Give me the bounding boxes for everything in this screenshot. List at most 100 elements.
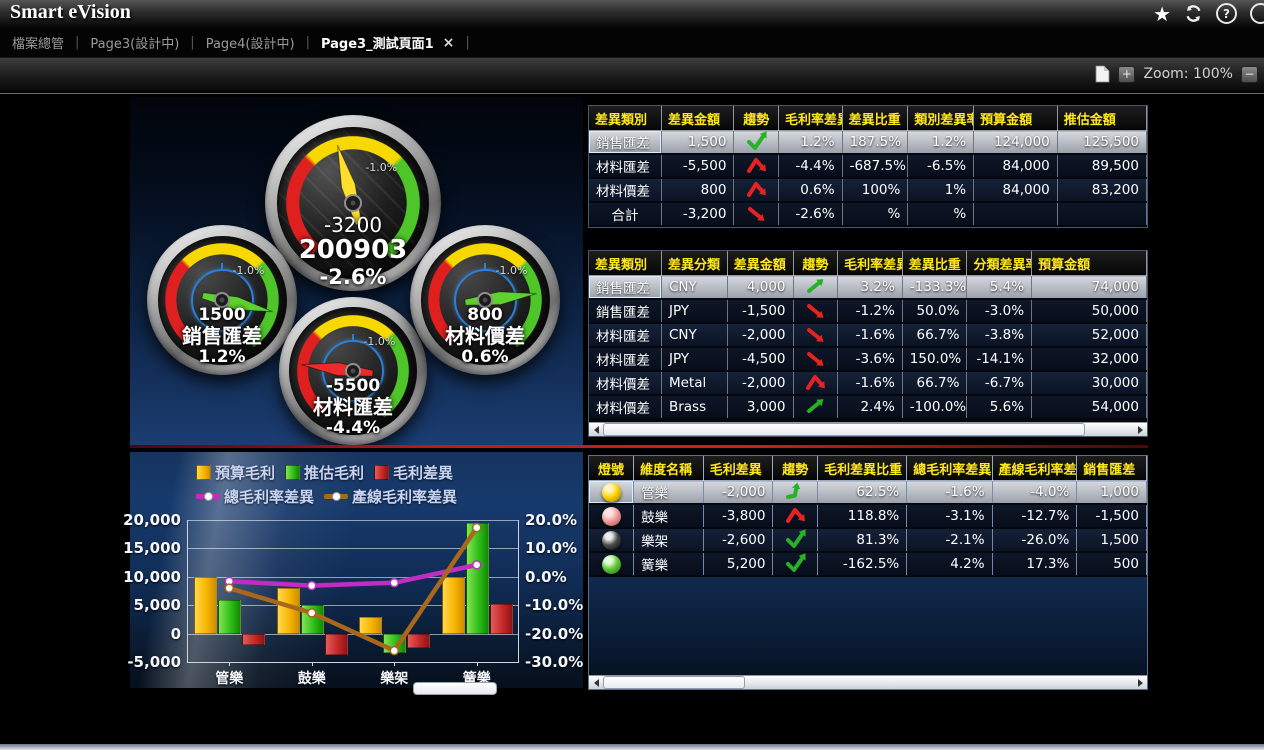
tab-4[interactable]: Page3_測試頁面1 xyxy=(320,37,434,52)
column-header[interactable]: 預算金額 xyxy=(1031,251,1147,276)
value-cell: 124,000 xyxy=(973,130,1058,155)
legend-line-marker xyxy=(196,492,220,501)
column-header[interactable]: 差異類別 xyxy=(589,106,662,131)
dimension-table: 燈號 維度名稱 毛利差異 趨勢 毛利差異比重 總毛利率差異 產線毛利率差! 銷售匯差 管樂 -2,… xyxy=(589,456,1147,577)
detail-table-hscrollbar[interactable] xyxy=(589,422,1147,436)
value-cell: 1,500 xyxy=(1076,528,1147,553)
column-header[interactable]: 類別差異率 xyxy=(907,106,975,131)
column-header[interactable]: 趨勢 xyxy=(733,106,780,131)
zoom-in-button[interactable]: + xyxy=(1118,65,1136,83)
table-row[interactable]: 材料匯差 JPY -4,500 -3.6% 150.0% -14.1% 32,000 xyxy=(589,347,1147,372)
trend-cell xyxy=(793,275,839,300)
tab-close-icon[interactable]: × xyxy=(442,34,455,51)
column-header[interactable]: 差異金額 xyxy=(661,106,735,131)
gauge-readout: -5500 材料匯差 -4.4% xyxy=(279,376,427,439)
table-row[interactable]: 樂架 -2,600 81.3% -2.1% -26.0% 1,500 xyxy=(589,528,1147,553)
value-cell: 100% xyxy=(842,178,909,203)
window-menu-icon[interactable] xyxy=(1250,3,1264,24)
value-cell: -1,500 xyxy=(1076,504,1147,529)
column-header[interactable]: 毛利差異 xyxy=(703,456,774,481)
new-page-icon[interactable] xyxy=(1095,65,1110,83)
column-header[interactable]: 產線毛利率差! xyxy=(992,456,1078,481)
grid-line xyxy=(188,605,518,607)
table-row[interactable]: 銷售匯差 1,500 1.2% 187.5% 1.2% 124,000 125,500 xyxy=(589,130,1148,155)
table-row[interactable]: 材料價差 Metal -2,000 -1.6% 66.7% -6.7% 30,000 xyxy=(589,371,1147,396)
column-header[interactable]: 維度名稱 xyxy=(633,456,704,481)
column-header[interactable]: 差異比重 xyxy=(842,106,909,131)
column-header[interactable]: 差異金額 xyxy=(727,251,794,276)
table-row[interactable]: 管樂 -2,000 62.5% -1.6% -4.0% 1,000 xyxy=(589,480,1147,505)
column-header[interactable]: 趨勢 xyxy=(772,456,819,481)
value-cell: -162.5% xyxy=(817,552,908,577)
column-header[interactable]: 預算金額 xyxy=(973,106,1058,131)
trend-turn-icon xyxy=(786,482,801,499)
column-header[interactable]: 燈號 xyxy=(589,456,635,481)
variance-detail-table-panel: 差異類別差異分類差異金額趨勢毛利率差異差異比重分類差異率預算金額銷售匯差CNY4… xyxy=(588,250,1148,437)
column-header[interactable]: 分類差異率 xyxy=(966,251,1033,276)
table-row[interactable]: 材料匯差 -5,500 -4.4% -687.5% -6.5% 84,000 89,500 xyxy=(589,154,1148,179)
zoom-out-button[interactable]: − xyxy=(1241,65,1258,83)
table-row[interactable]: 銷售匯差 JPY -1,500 -1.2% 50.0% -3.0% 50,000 xyxy=(589,299,1147,324)
table-row[interactable]: 材料價差 800 0.6% 100% 1% 84,000 83,200 xyxy=(589,178,1148,203)
bar-毛利差異 xyxy=(324,633,348,656)
help-icon[interactable]: ? xyxy=(1216,3,1237,24)
column-header[interactable]: 差異分類 xyxy=(661,251,728,276)
column-header[interactable]: 總毛利率差異 xyxy=(906,456,993,481)
page-hscrollbar-thumb[interactable] xyxy=(413,682,497,695)
x-axis-label: 管樂 xyxy=(215,671,244,687)
value-cell: 118.8% xyxy=(817,504,908,529)
tab-1[interactable]: 檔案總管 xyxy=(12,37,65,52)
bar-毛利差異 xyxy=(407,633,431,649)
table-row[interactable]: 銷售匯差 CNY 4,000 3.2% -133.3% 5.4% 74,000 xyxy=(589,275,1147,300)
value-cell: -1.6% xyxy=(837,371,903,396)
value-cell: -3.6% xyxy=(837,347,903,372)
scroll-right-arrow[interactable] xyxy=(1133,676,1147,690)
grid-line xyxy=(188,548,518,550)
tab-separator: | xyxy=(465,35,470,50)
legend-item: 預算毛利 xyxy=(196,462,275,483)
gauge-dial-tick xyxy=(221,262,223,271)
label-cell: 材料價差 xyxy=(589,178,662,203)
table-row[interactable]: 合計 -3,200 -2.6%%% xyxy=(589,202,1148,227)
table-row[interactable]: 簧樂 5,200 -162.5% 4.2% 17.3% 500 xyxy=(589,552,1147,577)
column-header[interactable]: 毛利差異比重 xyxy=(817,456,908,481)
tab-separator: | xyxy=(305,35,310,50)
bar-預算毛利 xyxy=(194,576,218,634)
value-cell: -3,800 xyxy=(703,504,774,529)
value-cell: 4.2% xyxy=(906,552,993,577)
x-axis-tick xyxy=(229,662,231,666)
column-header[interactable]: 毛利率差異 xyxy=(837,251,903,276)
label-cell: 材料匯差 xyxy=(589,323,662,348)
value-cell: 0.6% xyxy=(778,178,843,203)
gauge-value: 1500 xyxy=(198,305,246,325)
column-header[interactable]: 毛利率差異 xyxy=(778,106,843,131)
trend-cell xyxy=(793,299,839,324)
refresh-icon[interactable] xyxy=(1184,4,1203,23)
column-header[interactable]: 推估金額 xyxy=(1057,106,1148,131)
tab-3[interactable]: Page4(設計中) xyxy=(205,37,295,52)
trend-cell xyxy=(772,504,819,529)
favorite-star-icon[interactable]: ★ xyxy=(1153,1,1171,26)
scrollbar-thumb[interactable] xyxy=(603,423,1085,436)
table-row[interactable]: 鼓樂 -3,800 118.8% -3.1% -12.7% -1,500 xyxy=(589,504,1147,529)
column-header[interactable]: 差異類別 xyxy=(589,251,662,276)
column-header[interactable]: 差異比重 xyxy=(902,251,968,276)
variance-category-table: 差異類別差異金額趨勢毛利率差異差異比重類別差異率預算金額推估金額銷售匯差1,50… xyxy=(589,106,1148,227)
table-row[interactable]: 材料匯差 CNY -2,000 -1.6% 66.7% -3.8% 52,000 xyxy=(589,323,1147,348)
tab-2[interactable]: Page3(設計中) xyxy=(90,37,180,52)
value-cell: -2,600 xyxy=(703,528,774,553)
scroll-left-arrow[interactable] xyxy=(589,423,603,437)
value-cell: 1,500 xyxy=(661,130,735,155)
dimension-table-hscrollbar[interactable] xyxy=(589,675,1147,689)
value-cell: 50.0% xyxy=(902,299,968,324)
column-header[interactable]: 趨勢 xyxy=(793,251,839,276)
scrollbar-thumb[interactable] xyxy=(603,676,745,689)
table-row[interactable]: 材料價差 Brass 3,000 2.4% -100.0% 5.6% 54,000 xyxy=(589,395,1147,420)
trend-up-icon xyxy=(807,399,824,413)
column-header[interactable]: 銷售匯差 xyxy=(1076,456,1147,481)
gauge-percent: 0.6% xyxy=(461,347,509,368)
scroll-right-arrow[interactable] xyxy=(1133,423,1147,437)
scroll-left-arrow[interactable] xyxy=(589,676,603,690)
bar-推估毛利 xyxy=(218,599,242,634)
